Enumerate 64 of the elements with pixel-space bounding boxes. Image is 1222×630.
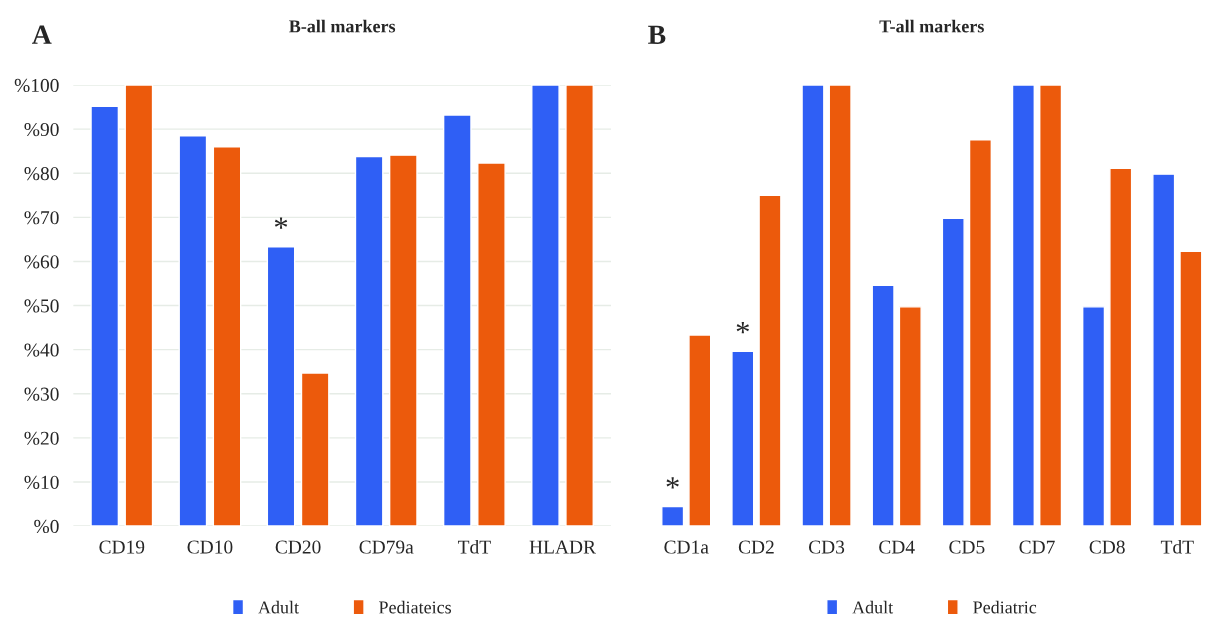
legend-label: Pediateics — [379, 600, 452, 614]
x-tick-label: CD20 — [275, 540, 321, 554]
y-tick-label: %10 — [24, 475, 59, 489]
bar — [828, 85, 852, 527]
bar — [124, 85, 154, 527]
x-tick-label: CD8 — [1089, 540, 1125, 554]
bar — [758, 194, 782, 527]
x-tick-label: CD7 — [1019, 540, 1055, 554]
x-tick-label: CD10 — [187, 540, 233, 554]
bar — [1109, 167, 1133, 527]
bar — [354, 155, 384, 527]
text: A — [32, 25, 52, 44]
x-tick-label: CD5 — [949, 540, 985, 554]
annotation: * — [666, 477, 679, 489]
y-tick-label: %80 — [24, 167, 59, 181]
text: B — [648, 25, 666, 44]
bar — [661, 505, 685, 527]
bar — [1152, 173, 1176, 527]
bar — [968, 139, 993, 527]
legend-label: Adult — [852, 600, 894, 614]
y-tick-label: %90 — [24, 122, 59, 137]
y-tick-label: %60 — [24, 255, 59, 269]
bar — [898, 306, 922, 527]
y-tick-label: %0 — [34, 519, 59, 534]
bar — [731, 350, 755, 527]
x-tick-label: CD4 — [879, 540, 915, 554]
x-tick-label: CD79a — [359, 540, 414, 554]
annotation: * — [736, 322, 749, 334]
bar — [477, 162, 506, 527]
bar — [1011, 85, 1035, 527]
legend-label: Adult — [258, 600, 299, 614]
y-tick-label: %50 — [24, 299, 59, 313]
x-tick-label: HLADR — [529, 540, 596, 554]
bar — [388, 154, 418, 527]
x-tick-label: CD1a — [664, 540, 709, 554]
bar — [178, 135, 208, 527]
x-tick-label: CD3 — [808, 540, 845, 554]
bar — [442, 114, 472, 527]
chart-title: B-all markers — [289, 19, 396, 33]
x-tick-label: CD2 — [738, 540, 774, 554]
x-tick-label: CD19 — [99, 540, 145, 554]
bar — [531, 85, 560, 527]
y-tick-label: %30 — [24, 387, 59, 401]
y-tick-label: %40 — [24, 343, 59, 357]
y-tick-label: %20 — [24, 431, 59, 445]
bar — [212, 146, 242, 527]
x-tick-label: TdT — [457, 539, 491, 554]
bar — [871, 284, 895, 527]
bar — [565, 85, 594, 527]
bar — [688, 334, 712, 527]
bar — [1039, 85, 1063, 527]
bar — [801, 85, 825, 527]
bar — [266, 246, 296, 527]
y-tick-label: %70 — [24, 211, 59, 225]
bar — [1081, 306, 1106, 527]
bar — [941, 217, 965, 527]
bar — [1179, 250, 1203, 527]
chart-title: T-all markers — [879, 19, 984, 33]
y-tick-label: %100 — [14, 78, 59, 93]
legend-label: Pediatric — [973, 600, 1037, 614]
bar — [90, 105, 120, 527]
bar — [300, 372, 330, 527]
annotation: * — [274, 217, 288, 229]
x-tick-label: TdT — [1160, 539, 1194, 554]
